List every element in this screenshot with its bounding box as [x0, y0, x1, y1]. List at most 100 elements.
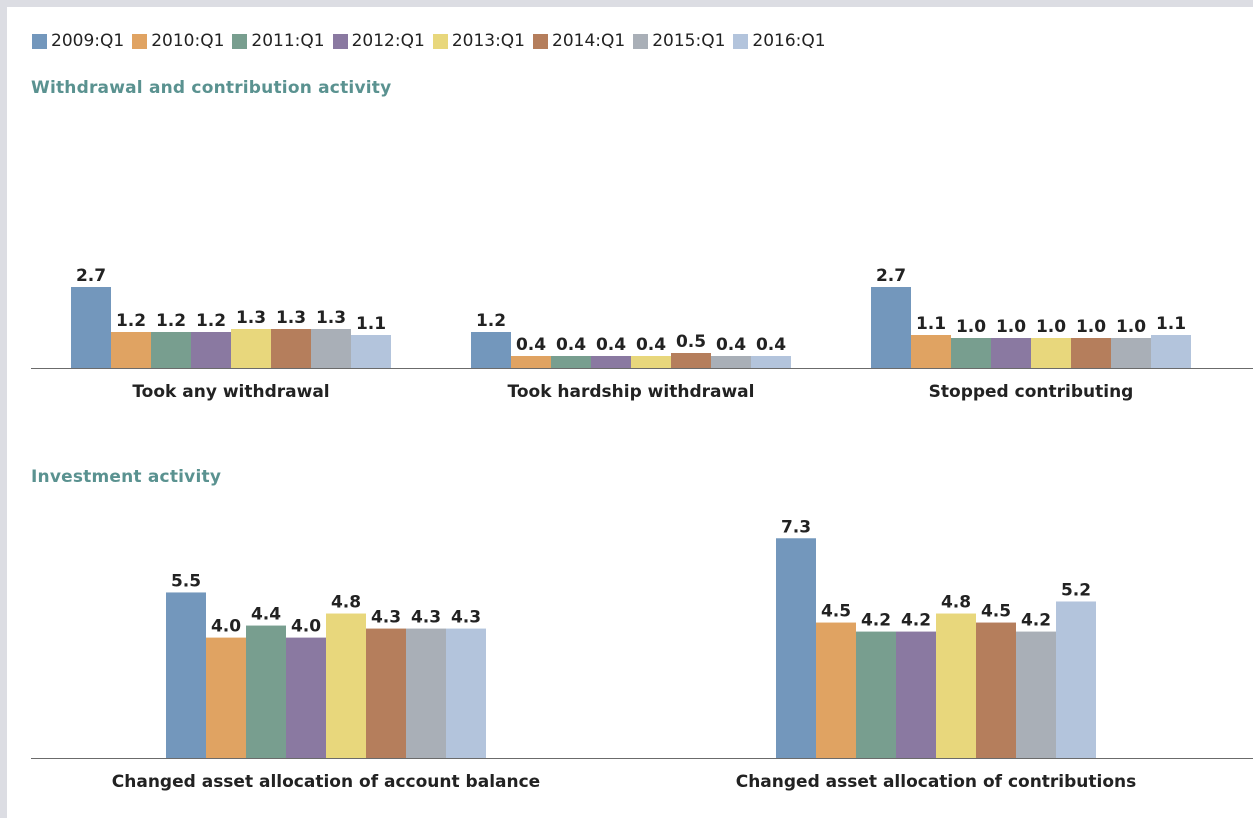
category-label: Took any withdrawal [132, 382, 329, 402]
bar [1151, 335, 1191, 368]
bar [271, 329, 311, 368]
bar [951, 338, 991, 368]
legend-swatch [332, 33, 348, 49]
data-label: 4.3 [411, 608, 441, 628]
bar [671, 353, 711, 368]
bar [311, 329, 351, 368]
legend-label: 2013:Q1 [451, 31, 526, 51]
data-label: 2.7 [876, 266, 906, 286]
data-label: 4.2 [901, 611, 931, 631]
category-label: Stopped contributing [929, 382, 1134, 402]
data-label: 1.0 [1076, 317, 1106, 337]
data-label: 4.3 [451, 608, 481, 628]
bar [446, 628, 486, 758]
data-label: 1.3 [236, 308, 266, 328]
bar [166, 592, 206, 758]
data-label: 4.0 [291, 617, 321, 637]
bar [896, 631, 936, 758]
legend-label: 2011:Q1 [251, 31, 325, 51]
bar [206, 637, 246, 758]
legend-swatch [633, 33, 649, 49]
bar [191, 332, 231, 368]
data-label: 1.2 [116, 311, 146, 331]
data-label: 4.2 [1021, 611, 1051, 631]
data-label: 0.5 [676, 332, 706, 352]
legend-swatch [132, 33, 148, 49]
bar [991, 338, 1031, 368]
data-label: 4.2 [861, 611, 891, 631]
bar [711, 356, 751, 368]
bar [351, 335, 391, 368]
legend-label: 2009:Q1 [51, 31, 125, 51]
data-label: 2.7 [76, 266, 106, 286]
data-label: 7.3 [781, 517, 811, 537]
bar [551, 356, 591, 368]
bar [1071, 338, 1111, 368]
bar [111, 332, 151, 368]
bar [406, 628, 446, 758]
data-label: 4.8 [941, 593, 971, 613]
section-title-investment: Investment activity [31, 467, 222, 487]
section-title-withdrawal: Withdrawal and contribution activity [31, 78, 392, 98]
legend-swatch [232, 33, 248, 49]
data-label: 0.4 [596, 335, 626, 355]
bar [856, 631, 896, 758]
data-label: 1.0 [996, 317, 1026, 337]
bar [591, 356, 631, 368]
data-label: 1.2 [156, 311, 186, 331]
bar [1111, 338, 1151, 368]
bar [326, 613, 366, 758]
legend-item: 2015:Q1 [633, 31, 725, 51]
data-label: 1.3 [276, 308, 306, 328]
bar [911, 335, 951, 368]
bar [871, 287, 911, 368]
data-label: 1.2 [476, 311, 506, 331]
legend-swatch [533, 33, 549, 49]
legend-label: 2012:Q1 [351, 31, 425, 51]
legend-item: 2014:Q1 [533, 31, 625, 51]
data-label: 1.2 [196, 311, 226, 331]
legend-swatch [32, 33, 47, 49]
bar [511, 356, 551, 368]
data-label: 4.8 [331, 593, 361, 613]
bar [71, 287, 111, 368]
legend: 2009:Q1 2010:Q1 2011:Q1 2012:Q1 2013:Q1 2014:… [32, 31, 834, 51]
bar [1056, 601, 1096, 758]
bar [976, 622, 1016, 758]
data-label: 4.4 [251, 605, 281, 625]
legend-label: 2014:Q1 [552, 31, 626, 51]
data-label: 1.0 [1036, 317, 1066, 337]
data-label: 5.2 [1061, 580, 1091, 600]
data-label: 1.0 [1116, 317, 1146, 337]
data-label: 4.5 [981, 602, 1011, 622]
category-label: Changed asset allocation of account bala… [112, 772, 540, 792]
legend-item: 2012:Q1 [332, 31, 425, 51]
legend-label: 2010:Q1 [151, 31, 225, 51]
data-label: 0.4 [516, 335, 546, 355]
data-label: 1.3 [316, 308, 346, 328]
legend-item: 2011:Q1 [232, 31, 325, 51]
legend-label: 2016:Q1 [752, 31, 826, 51]
bar [936, 613, 976, 758]
data-label: 4.0 [211, 617, 241, 637]
legend-item: 2016:Q1 [733, 31, 826, 51]
data-label: 4.3 [371, 608, 401, 628]
data-label: 0.4 [756, 335, 786, 355]
data-label: 5.5 [171, 571, 201, 591]
legend-swatch [733, 33, 749, 49]
bar [151, 332, 191, 368]
legend-item: 2009:Q1 [32, 31, 124, 51]
bar [751, 356, 791, 368]
data-label: 1.1 [1156, 314, 1186, 334]
data-label: 1.0 [956, 317, 986, 337]
data-label: 4.5 [821, 602, 851, 622]
bar [246, 625, 286, 758]
bar [631, 356, 671, 368]
data-label: 1.1 [916, 314, 946, 334]
bar [366, 628, 406, 758]
bar [1016, 631, 1056, 758]
legend-item: 2013:Q1 [432, 31, 526, 51]
bar [471, 332, 511, 368]
